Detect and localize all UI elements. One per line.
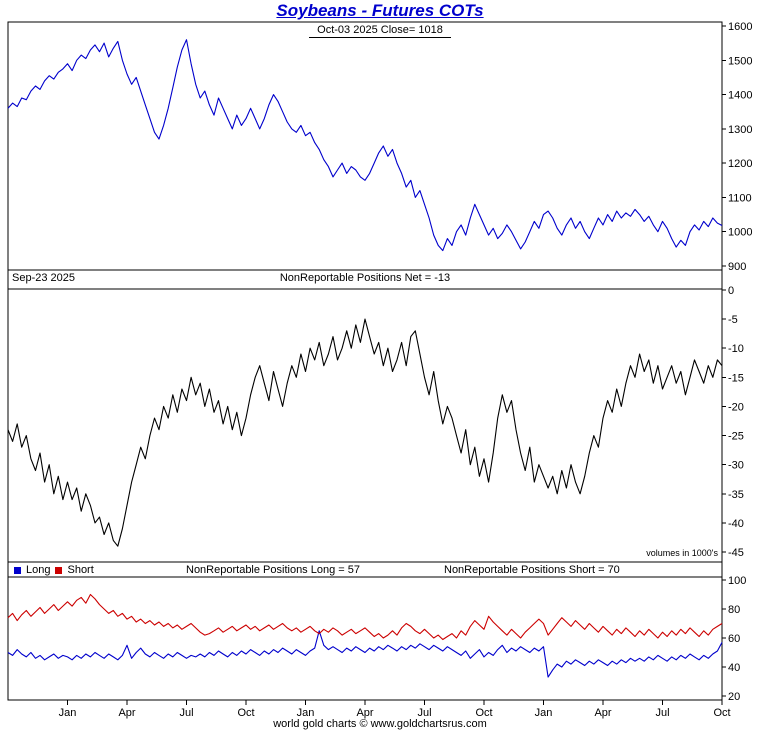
volumes-note: volumes in 1000's [646, 548, 718, 558]
y-tick-label: -45 [728, 547, 744, 559]
net-date-label: Sep-23 2025 [12, 272, 75, 284]
x-tick-label: Oct [475, 707, 492, 719]
legend: Long Short [14, 564, 94, 576]
y-tick-label: 20 [728, 691, 740, 703]
legend-short-label: Short [67, 564, 94, 576]
x-tick-label: Jan [535, 707, 553, 719]
series-line-long [7, 630, 723, 678]
x-tick-label: Oct [713, 707, 730, 719]
positions-panel-header: Long Short NonReportable Positions Long … [8, 564, 722, 578]
x-tick-label: Jul [655, 707, 669, 719]
y-tick-label: 1600 [728, 21, 752, 33]
panel-border-price [7, 21, 723, 271]
x-tick-label: Jan [59, 707, 77, 719]
series-line-nonreportable-net [7, 318, 723, 547]
y-tick-label: -5 [728, 314, 738, 326]
y-tick-label: 1500 [728, 55, 752, 67]
y-tick-label: 40 [728, 662, 740, 674]
legend-long-swatch [14, 566, 21, 574]
y-tick-label: 1300 [728, 124, 752, 136]
y-tick-label: -40 [728, 518, 744, 530]
x-tick-label: Apr [356, 707, 373, 719]
net-header-label: NonReportable Positions Net = -13 [279, 272, 451, 284]
short-header-label: NonReportable Positions Short = 70 [444, 564, 620, 576]
x-tick-label: Jul [179, 707, 193, 719]
y-tick-label: -30 [728, 460, 744, 472]
y-tick-label: -25 [728, 431, 744, 443]
y-tick-label: -15 [728, 372, 744, 384]
y-tick-label: 0 [728, 285, 734, 297]
footer-credit: world gold charts © www.goldchartsrus.co… [273, 718, 487, 730]
y-tick-label: 100 [728, 575, 746, 587]
y-tick-label: 1100 [728, 192, 752, 204]
y-tick-label: -20 [728, 401, 744, 413]
subtitle-text: Oct-03 2025 Close= 1018 [309, 24, 451, 38]
chart-title: Soybeans - Futures COTs [276, 1, 484, 20]
y-tick-label: 60 [728, 633, 740, 645]
y-tick-label: -35 [728, 489, 744, 501]
chart-subtitle: Oct-03 2025 Close= 1018 [0, 24, 760, 38]
y-tick-label: 80 [728, 604, 740, 616]
legend-long-label: Long [26, 564, 51, 576]
y-tick-label: 1000 [728, 227, 752, 239]
x-tick-label: Apr [594, 707, 611, 719]
y-tick-label: 900 [728, 261, 746, 273]
series-line-soybeans-futures-price [7, 39, 723, 252]
y-tick-label: 1200 [728, 158, 752, 170]
x-tick-label: Jul [417, 707, 431, 719]
x-tick-label: Oct [237, 707, 254, 719]
long-header-label: NonReportable Positions Long = 57 [186, 564, 360, 576]
y-tick-label: 1400 [728, 90, 752, 102]
x-tick-label: Apr [118, 707, 135, 719]
series-line-short [7, 593, 723, 641]
y-tick-label: -10 [728, 343, 744, 355]
x-tick-label: Jan [297, 707, 315, 719]
panel-border-nonreportable-net [7, 269, 723, 563]
net-panel-header: NonReportable Positions Net = -13 Sep-23… [8, 272, 722, 287]
legend-short-swatch [55, 566, 63, 574]
